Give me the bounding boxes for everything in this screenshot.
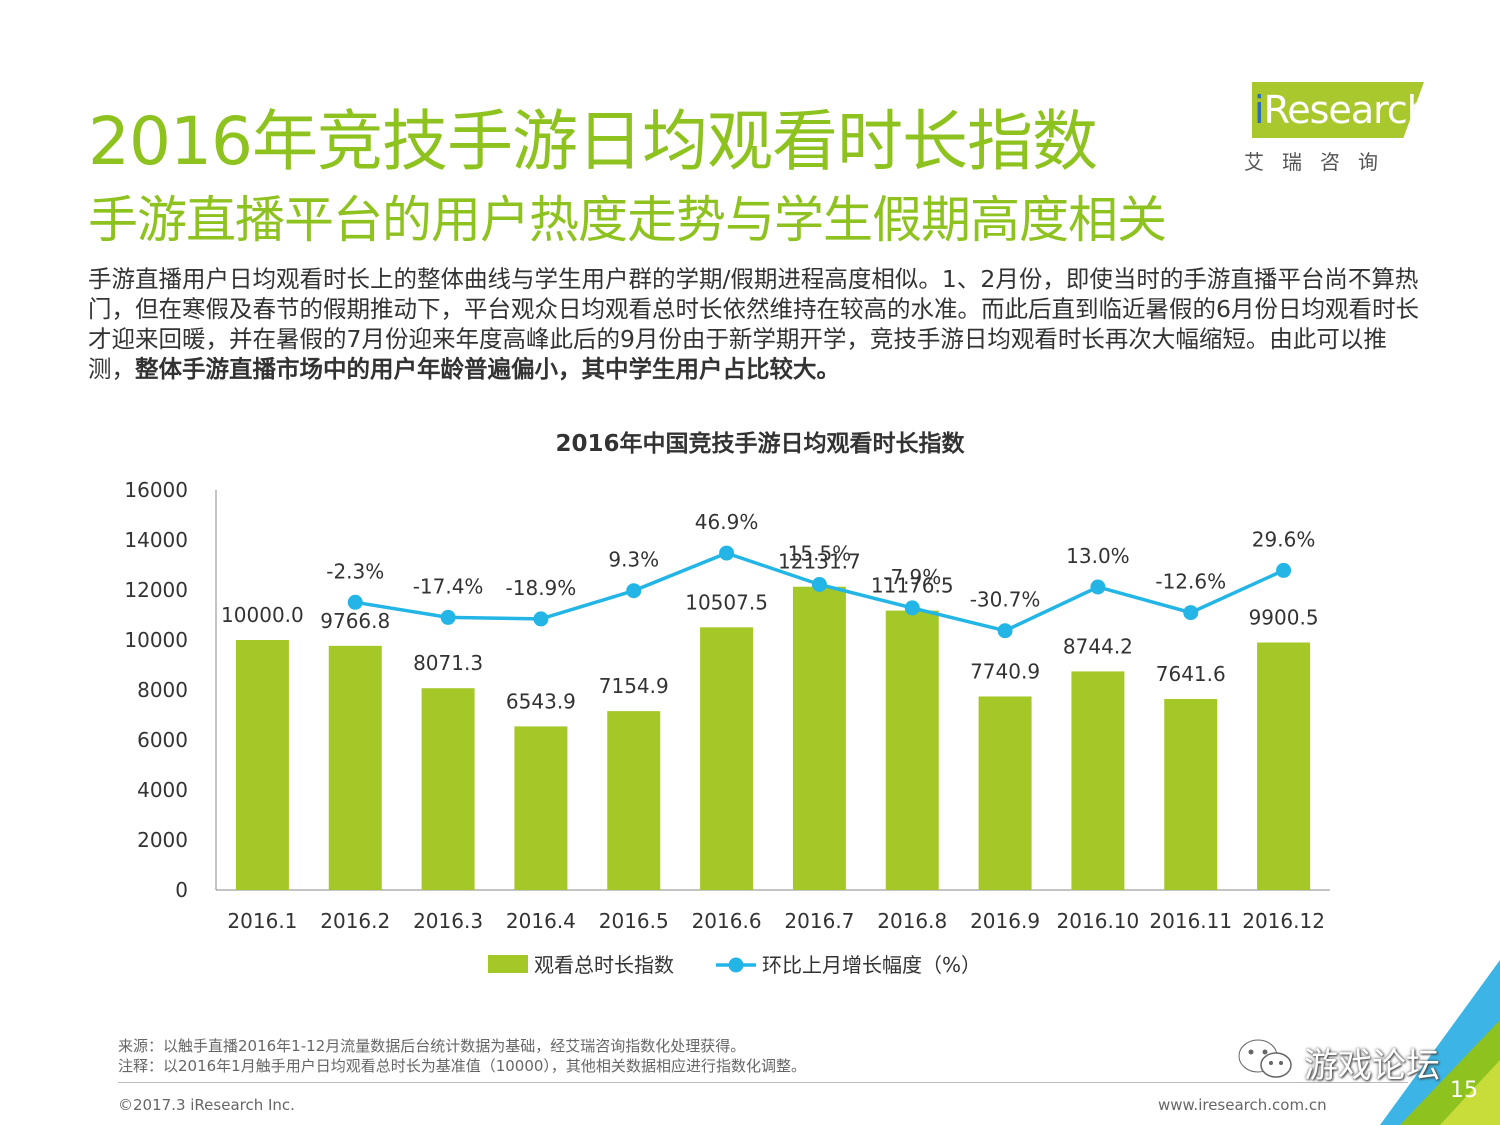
y-tick-label: 0 — [175, 878, 188, 902]
y-tick-label: 10000 — [124, 628, 188, 652]
bar-value-label: 9900.5 — [1249, 605, 1319, 629]
bar — [235, 640, 289, 890]
x-tick-label: 2016.1 — [227, 909, 297, 933]
bar-value-label: 10000.0 — [221, 603, 304, 627]
growth-point — [1090, 579, 1106, 595]
logo-i: i — [1254, 88, 1265, 132]
bar — [700, 627, 754, 890]
bar — [1257, 642, 1311, 890]
y-tick-label: 12000 — [124, 578, 188, 602]
description-highlight: 整体手游直播市场中的用户年龄普遍偏小，其中学生用户占比较大。 — [135, 355, 840, 383]
growth-label: 13.0% — [1066, 544, 1130, 568]
bar-value-label: 8744.2 — [1063, 634, 1133, 658]
growth-point — [1276, 562, 1292, 578]
page-title: 2016年竞技手游日均观看时长指数 — [88, 103, 1098, 180]
legend-line-label: 环比上月增长幅度（%） — [762, 953, 981, 977]
source-text: 来源：以触手直播2016年1-12月流量数据后台统计数据为基础，经艾瑞咨询指数化… — [118, 1037, 746, 1055]
x-tick-label: 2016.5 — [599, 909, 669, 933]
combo-chart: 0 2000 4000 6000 8000 10000 12000 14000 16000 100… — [124, 478, 1330, 977]
bar-value-label: 7740.9 — [970, 659, 1040, 683]
x-tick-label: 2016.2 — [320, 909, 390, 933]
growth-point — [719, 545, 735, 561]
growth-label: -17.4% — [413, 574, 484, 598]
growth-label: 46.9% — [695, 510, 759, 534]
bar — [421, 688, 475, 890]
growth-point — [440, 609, 456, 625]
bar — [514, 726, 568, 890]
y-tick-label: 8000 — [137, 678, 188, 702]
growth-label: -12.6% — [1155, 570, 1226, 594]
legend-line-marker — [728, 957, 744, 973]
bar — [978, 696, 1032, 890]
bar-value-label: 12131.7 — [778, 550, 861, 574]
bar-value-label: 8071.3 — [413, 651, 483, 675]
bar-value-label: 6543.9 — [506, 689, 576, 713]
source-notes: 来源：以触手直播2016年1-12月流量数据后台统计数据为基础，经艾瑞咨询指数化… — [118, 1036, 806, 1076]
growth-point — [997, 623, 1013, 639]
footer-divider — [118, 1082, 1408, 1083]
bar-value-label: 7154.9 — [599, 674, 669, 698]
page-number: 15 — [1450, 1078, 1478, 1103]
x-tick-label: 2016.7 — [784, 909, 854, 933]
legend-bar-swatch — [488, 955, 528, 973]
x-tick-label: 2016.3 — [413, 909, 483, 933]
logo-chinese: 艾瑞咨询 — [1244, 150, 1396, 174]
growth-label: 29.6% — [1252, 527, 1316, 551]
growth-point — [626, 583, 642, 599]
bar — [607, 711, 661, 890]
growth-label: 15.5% — [788, 542, 852, 566]
website-link[interactable]: www.iresearch.com.cn — [1158, 1096, 1327, 1114]
x-tick-label: 2016.8 — [877, 909, 947, 933]
growth-label: 9.3% — [608, 548, 659, 572]
growth-point — [347, 594, 363, 610]
iresearch-logo: iResearch 艾瑞咨询 — [1238, 80, 1428, 180]
bar — [1164, 698, 1218, 890]
chart-title: 2016年中国竞技手游日均观看时长指数 — [555, 431, 965, 457]
copyright: ©2017.3 iResearch Inc. — [118, 1096, 295, 1114]
legend-bar-label: 观看总时长指数 — [534, 953, 674, 977]
y-tick-label: 4000 — [137, 778, 188, 802]
corner-decoration — [1380, 960, 1500, 1125]
bar — [1071, 671, 1125, 890]
watermark-text: 游戏论坛 — [1304, 1046, 1440, 1086]
bar-value-label: 11176.5 — [871, 574, 954, 598]
bar — [885, 610, 939, 890]
description-paragraph: 手游直播用户日均观看时长上的整体曲线与学生用户群的学期/假期进程高度相似。1、2… — [88, 264, 1428, 384]
x-tick-label: 2016.11 — [1149, 909, 1232, 933]
y-tick-label: 6000 — [137, 728, 188, 752]
bar-value-label: 7641.6 — [1156, 662, 1226, 686]
growth-point — [1183, 605, 1199, 621]
growth-label: -7.9% — [883, 565, 941, 589]
y-tick-label: 16000 — [124, 478, 188, 502]
growth-point — [811, 577, 827, 592]
growth-label: -2.3% — [326, 559, 384, 583]
growth-point — [904, 600, 920, 616]
x-tick-label: 2016.9 — [970, 909, 1040, 933]
logo-brand: Research — [1263, 88, 1430, 132]
growth-label: -30.7% — [970, 588, 1041, 612]
note-text: 注释：以2016年1月触手用户日均观看总时长为基准值（10000），其他相关数据… — [118, 1057, 806, 1075]
description-text: 手游直播用户日均观看时长上的整体曲线与学生用户群的学期/假期进程高度相似。1、2… — [88, 265, 1419, 383]
page-subtitle: 手游直播平台的用户热度走势与学生假期高度相关 — [88, 191, 1167, 249]
x-tick-label: 2016.12 — [1242, 909, 1325, 933]
y-tick-label: 2000 — [137, 828, 188, 852]
growth-point — [533, 611, 549, 627]
bar-value-label: 9766.8 — [320, 609, 390, 633]
x-tick-label: 2016.4 — [506, 909, 576, 933]
bar — [328, 645, 382, 890]
watermark: 游戏论坛 — [1236, 1036, 1440, 1086]
x-tick-label: 2016.6 — [692, 909, 762, 933]
y-tick-label: 14000 — [124, 528, 188, 552]
growth-label: -18.9% — [506, 576, 577, 600]
bar-value-label: 10507.5 — [685, 590, 768, 614]
x-tick-label: 2016.10 — [1057, 909, 1140, 933]
bar — [792, 586, 846, 890]
wechat-icon — [1237, 1038, 1292, 1078]
logo-badge: iResearch — [1252, 82, 1424, 138]
